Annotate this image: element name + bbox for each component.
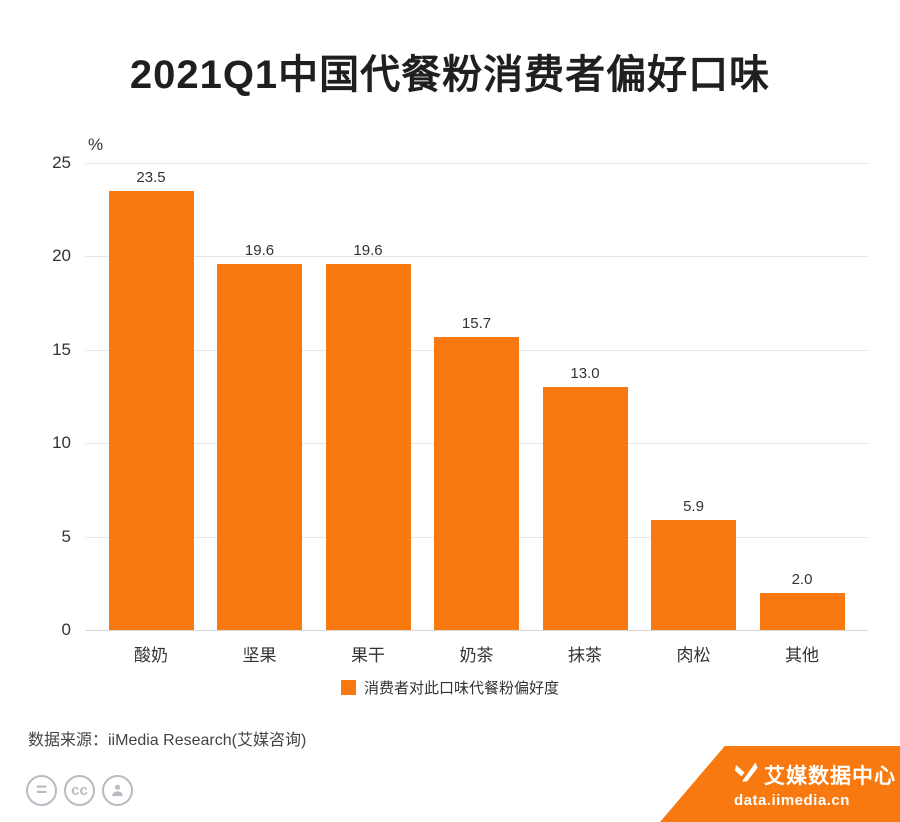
x-axis-label: 肉松 [676,646,711,665]
brand-url[interactable]: data.iimedia.cn [734,791,850,809]
x-axis-label: 坚果 [242,646,277,665]
gridline [85,163,868,164]
gridline [85,630,868,631]
y-tick-label: 0 [61,620,71,639]
bar [759,592,845,630]
bar-value-label: 19.6 [244,241,275,259]
bar-value-label: 15.7 [461,314,492,332]
person-icon [102,775,133,806]
bars: 23.5 酸奶 19.6 坚果 19.6 果干 15.7 奶茶 13.0 抹茶 5.9 肉松 2.0 其他 [85,163,868,665]
x-axis-label: 果干 [351,646,385,665]
bar-column: 13.0 抹茶 [542,163,628,665]
y-tick-label: 5 [61,526,71,546]
bar-column: 23.5 酸奶 [108,163,194,665]
equals-icon: = [26,775,57,806]
bar-value-label: 2.0 [791,570,813,588]
bar-column: 19.6 果干 [325,163,411,665]
x-axis-label: 其他 [785,646,819,665]
brand-ribbon: 艾媒数据中心 data.iimedia.cn [660,746,900,822]
y-axis: 0 5 10 15 20 25 [52,153,868,639]
source-note: 数据来源：iiMedia Research(艾媒咨询) [28,732,307,749]
bar-column: 5.9 肉松 [651,163,736,665]
bar [217,263,302,630]
bar [434,336,519,630]
bar [542,387,628,630]
y-tick-label: 15 [52,339,71,359]
brand-name: 艾媒数据中心 [764,764,896,788]
iimedia-logo-icon [734,760,758,789]
bar [325,263,411,630]
license-badges: = cc [26,775,133,806]
bar-value-label: 23.5 [136,169,166,187]
bar-column: 15.7 奶茶 [434,163,519,665]
x-axis-label: 酸奶 [134,646,168,665]
bar [651,519,736,630]
bar [108,191,194,630]
bar-chart: % 0 5 10 15 20 25 23.5 酸奶 19.6 坚果 19.6 果干 15.7 奶茶 13.… [52,135,868,665]
y-tick-label: 25 [52,153,71,172]
x-axis-label: 抹茶 [568,646,602,665]
legend-swatch [340,680,356,695]
bar-value-label: 19.6 [353,241,383,259]
bar-column: 19.6 坚果 [217,163,302,665]
bar-value-label: 13.0 [570,365,600,383]
y-axis-unit-label: % [88,135,104,154]
x-axis-label: 奶茶 [459,646,494,665]
legend: 消费者对此口味代餐粉偏好度 [0,677,900,698]
brand-row: 艾媒数据中心 [734,760,896,790]
gridline [85,256,868,258]
bar-value-label: 5.9 [683,497,704,515]
cc-icon: cc [64,775,95,806]
bar-column: 2.0 其他 [759,163,845,665]
chart-title: 2021Q1中国代餐粉消费者偏好口味 [129,53,771,97]
y-tick-label: 10 [52,433,71,453]
legend-label: 消费者对此口味代餐粉偏好度 [363,680,559,697]
y-tick-label: 20 [52,246,71,266]
